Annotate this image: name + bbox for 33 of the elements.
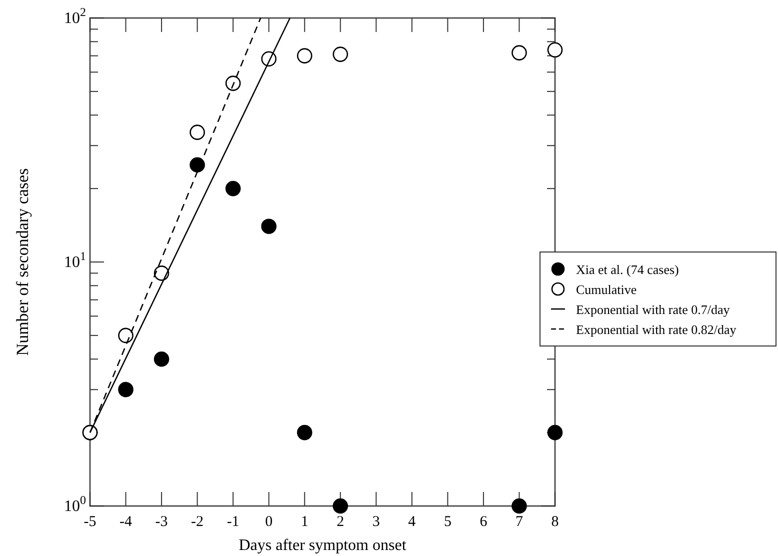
point [547,42,563,58]
y-axis-title: Number of secondary cases [13,168,32,356]
x-tick-label: 0 [265,514,273,530]
x-tick-label: 1 [300,514,308,530]
point [547,424,563,440]
point [261,218,276,234]
x-tick-label: 2 [336,514,344,530]
x-tick-label: 4 [408,514,416,530]
legend-label: Cumulative [576,282,637,297]
legend-label: Exponential with rate 0.7/day [576,302,730,317]
point [332,498,348,514]
x-tick-label: 6 [480,514,488,530]
x-tick-label: 3 [372,514,380,530]
point [225,180,241,196]
legend-label: Exponential with rate 0.82/day [576,322,737,337]
point [190,157,205,173]
x-axis-title: Days after symptom onset [238,537,407,554]
point [154,351,170,367]
legend-label: Xia et al. (74 cases) [576,262,679,277]
x-tick-label: -4 [120,514,133,530]
x-tick-label: 7 [515,514,524,530]
x-tick-label: 5 [444,514,452,530]
x-tick-label: -2 [191,514,204,530]
y-tick-label: 10$^{1}$ [64,249,86,271]
y-tick-label: 10$^{0}$ [64,493,86,515]
x-tick-label: 8 [551,514,559,530]
x-tick-label: -3 [155,514,168,530]
point [296,424,312,440]
point [512,498,527,514]
x-tick-label: -5 [84,514,96,530]
x-tick-label: -1 [226,514,240,530]
point [118,382,134,398]
y-tick-label: 10$^{2}$ [64,5,86,27]
